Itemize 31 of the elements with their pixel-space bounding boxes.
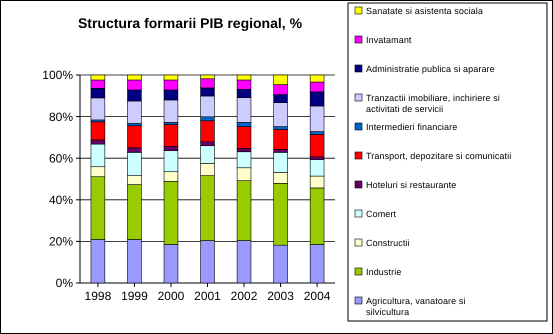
y-tick-label: 100% — [42, 68, 74, 82]
legend-label: Hoteluri si restaurante — [366, 180, 456, 190]
legend-label: Tranzactii imobiliare, inchiriere si activitati de servicii — [366, 93, 500, 114]
x-tick-label: 2000 — [158, 289, 185, 303]
bar — [200, 120, 215, 142]
legend-label: Administratie publica si aparare — [366, 64, 495, 74]
x-tick-label: 2001 — [194, 289, 222, 303]
legend-label: Invatamant — [366, 35, 412, 45]
x-tick-label: 2002 — [230, 289, 258, 303]
bar — [310, 134, 324, 158]
x-tick-label: 1999 — [121, 289, 148, 303]
y-tick-label: 40% — [48, 193, 74, 207]
x-tick-label: 1998 — [84, 289, 112, 303]
bar — [164, 124, 178, 147]
legend-label: Industrie — [366, 267, 402, 277]
y-tick-label: 80% — [48, 110, 74, 124]
bar — [127, 125, 142, 148]
y-tick-label: 0% — [56, 276, 74, 290]
y-tick-label: 20% — [48, 234, 74, 249]
chart-title: Structura formarii PIB regional, % — [78, 15, 303, 31]
legend-label: Agricultura, vanatoare si silvicultura — [366, 296, 466, 317]
legend-label: Sanatate si asistenta sociala — [366, 6, 483, 16]
x-tick-label: 2004 — [304, 289, 331, 303]
x-tick-label: 2003 — [267, 289, 294, 303]
bar — [273, 129, 288, 150]
legend-label: Transport, depozitare si comunicatii — [366, 151, 512, 161]
y-tick-label: 60% — [48, 151, 74, 166]
legend-label: Comert — [366, 209, 397, 219]
legend-label: Intermedieri financiare — [366, 122, 458, 132]
bar — [236, 126, 252, 149]
legend-label: Constructii — [366, 238, 410, 248]
